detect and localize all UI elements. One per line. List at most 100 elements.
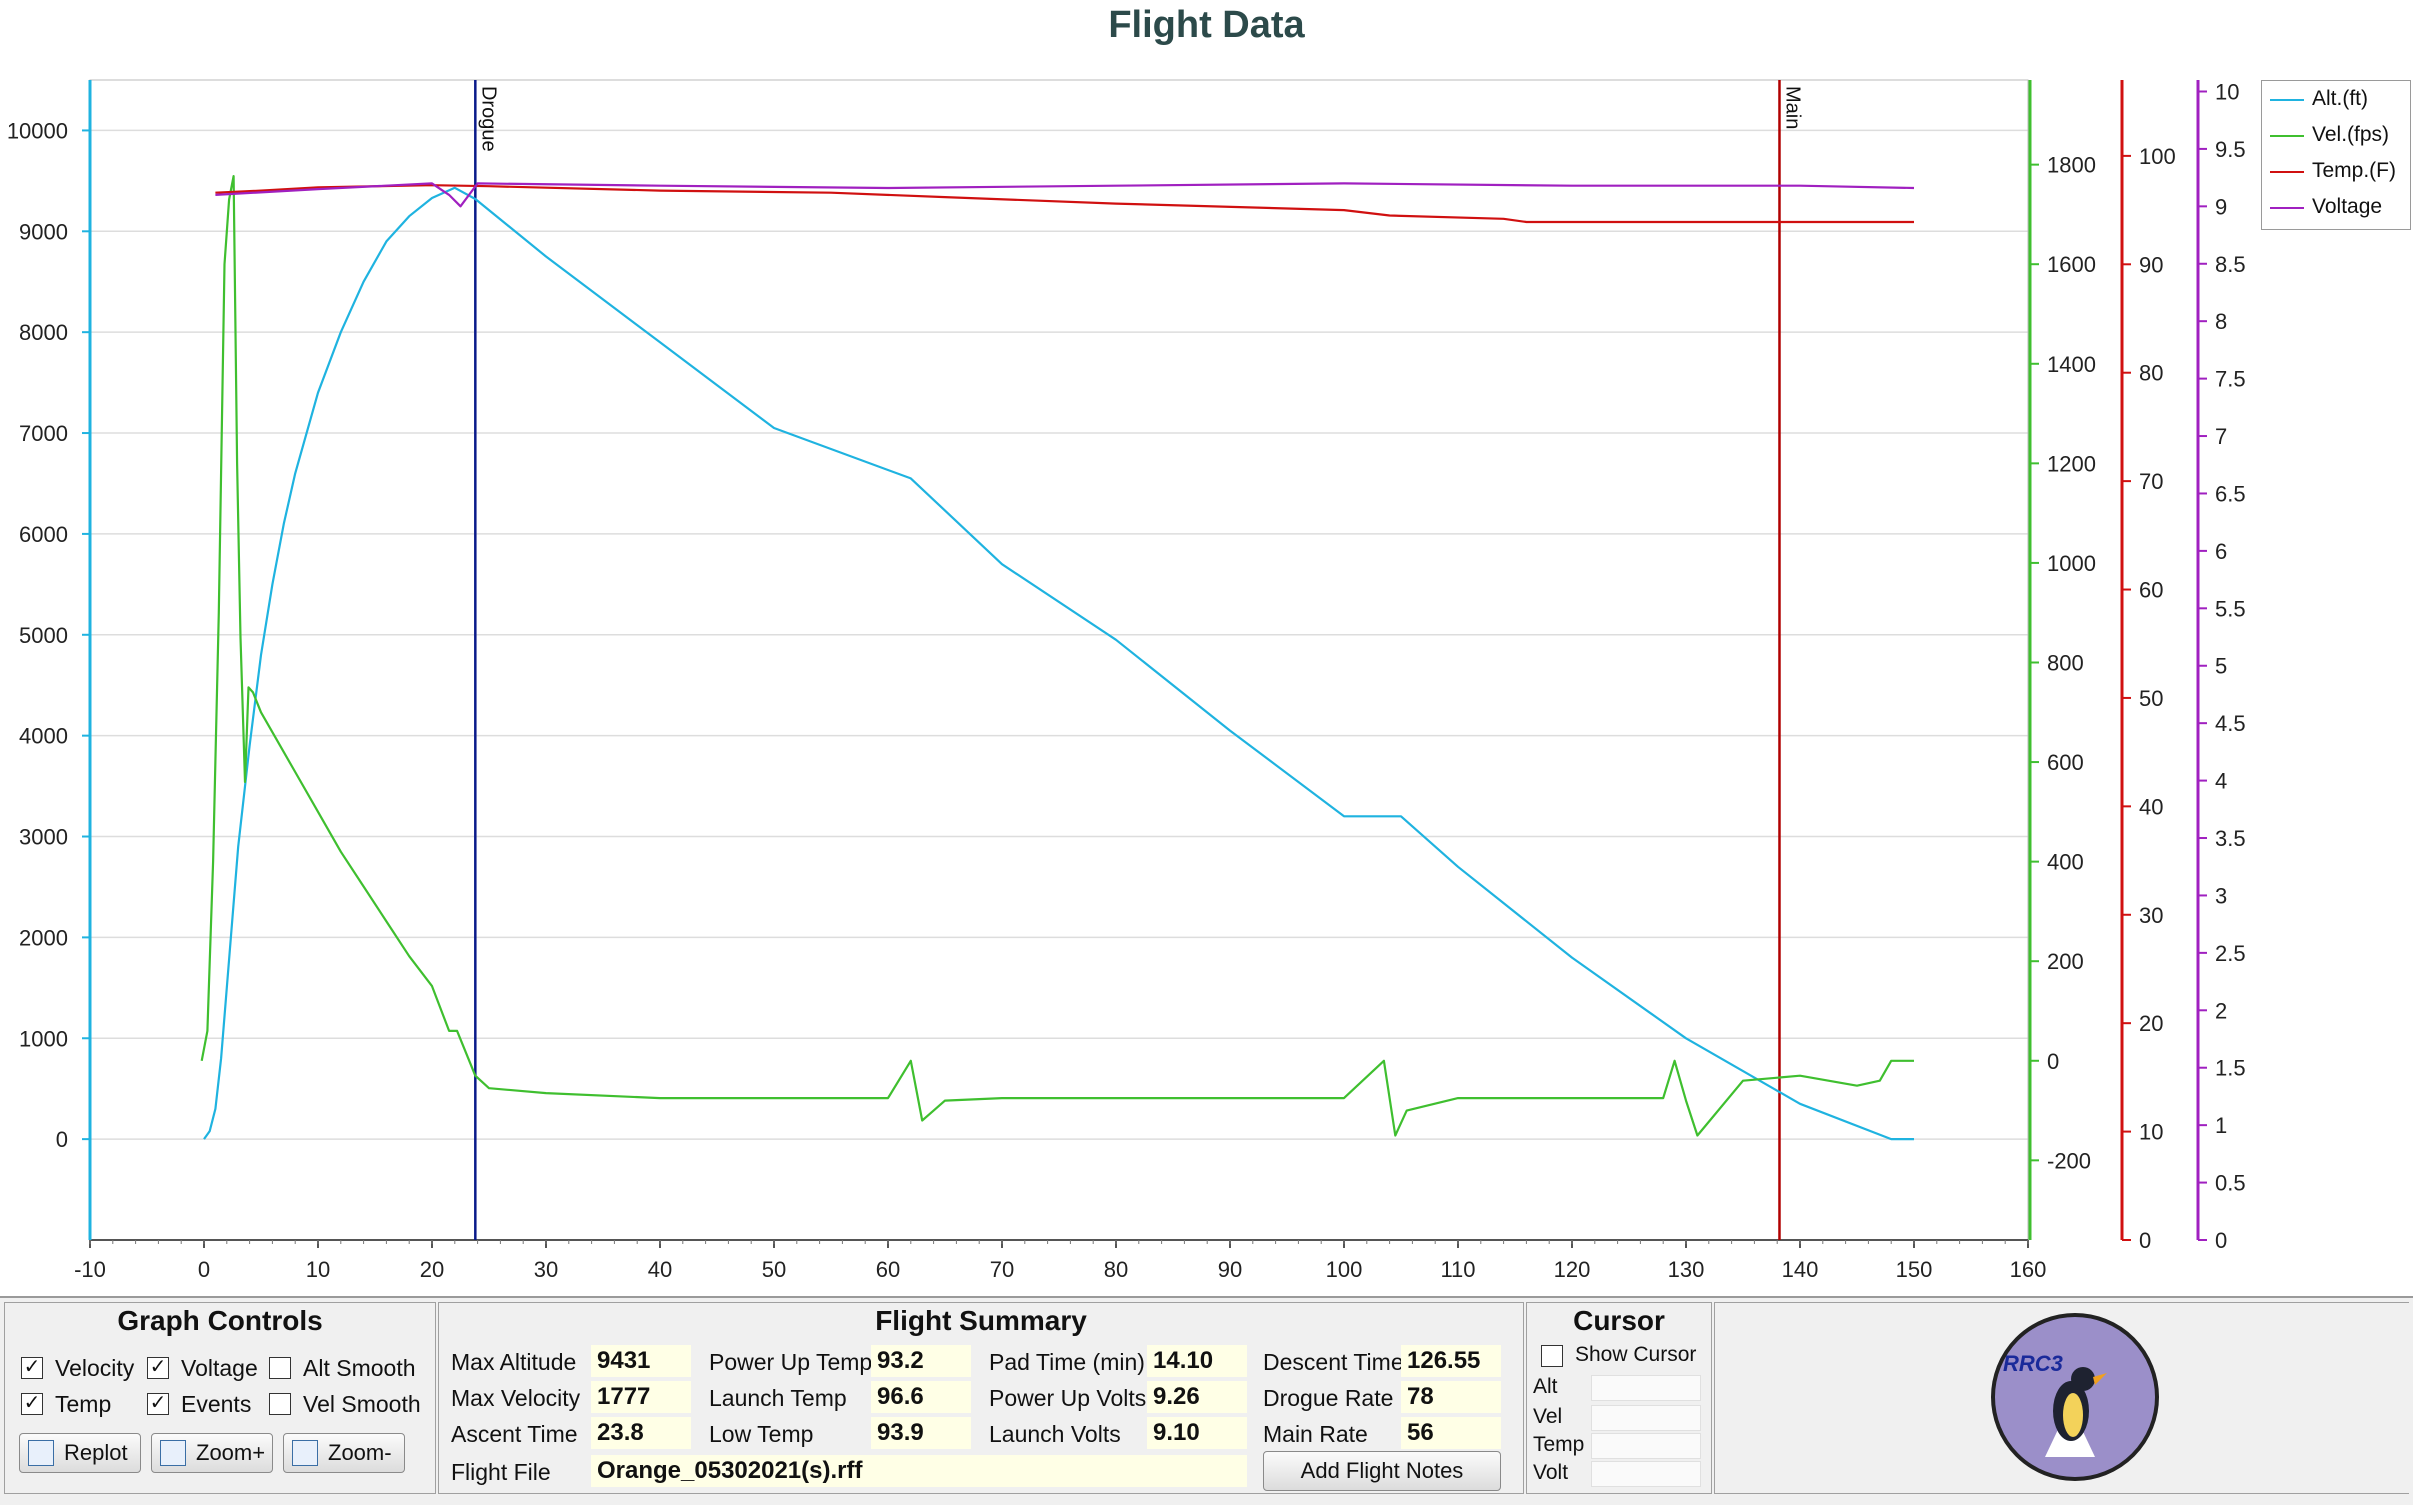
voltage-tick-label: 2 <box>2215 998 2227 1023</box>
events-checkbox-label: Events <box>181 1391 252 1417</box>
replot-label: Replot <box>64 1440 128 1465</box>
flight-data-chart[interactable]: -10 0 10 20 30 40 50 60 70 80 90 100 110 120 130 140 150… <box>0 0 2413 1296</box>
launch-temp-value: 96.6 <box>871 1381 971 1413</box>
x-tick-label: 130 <box>1668 1257 1705 1282</box>
temp-checkbox-label: Temp <box>55 1391 112 1417</box>
alt-smooth-checkbox-label: Alt Smooth <box>303 1355 416 1381</box>
altitude-tick-label: 4000 <box>19 724 68 749</box>
voltage-tick-label: 4 <box>2215 769 2227 794</box>
zoom-in-icon <box>160 1440 186 1466</box>
x-tick-label: 160 <box>2010 1257 2047 1282</box>
zoom-out-label: Zoom- <box>328 1440 392 1465</box>
max-altitude-value: 9431 <box>591 1345 691 1377</box>
temperature-tick-label: 10 <box>2139 1120 2163 1145</box>
show-cursor-label: Show Cursor <box>1575 1343 1697 1366</box>
velocity-checkbox[interactable]: ✓ <box>21 1357 43 1379</box>
voltage-tick-label: 6 <box>2215 539 2227 564</box>
x-tick-label: 30 <box>534 1257 558 1282</box>
power-up-temp-label: Power Up Temp <box>709 1349 873 1375</box>
x-tick-label: 150 <box>1896 1257 1933 1282</box>
temperature-tick-label: 90 <box>2139 252 2163 277</box>
x-tick-label: 40 <box>648 1257 672 1282</box>
max-velocity-label: Max Velocity <box>451 1385 581 1411</box>
voltage-checkbox-label: Voltage <box>181 1355 258 1381</box>
cursor-title: Cursor <box>1573 1305 1665 1336</box>
low-temp-value: 93.9 <box>871 1417 971 1449</box>
temperature-tick-label: 70 <box>2139 469 2163 494</box>
zoom-out-button[interactable]: Zoom- <box>283 1433 405 1473</box>
rrc3-logo: RRC3 <box>1991 1313 2159 1481</box>
power-up-temp-value: 93.2 <box>871 1345 971 1377</box>
voltage-checkbox[interactable]: ✓ <box>147 1357 169 1379</box>
x-tick-label: 0 <box>198 1257 210 1282</box>
legend-swatch <box>2270 135 2304 137</box>
x-tick-label: 120 <box>1554 1257 1591 1282</box>
replot-button[interactable]: Replot <box>19 1433 141 1473</box>
temperature-tick-label: 50 <box>2139 686 2163 711</box>
voltage-tick-label: 2.5 <box>2215 941 2246 966</box>
voltage-tick-label: 5.5 <box>2215 596 2246 621</box>
drogue-rate-value: 78 <box>1401 1381 1501 1413</box>
velocity-tick-label: 1800 <box>2047 153 2096 178</box>
plot-area <box>89 79 2029 1241</box>
legend-swatch <box>2270 171 2304 173</box>
voltage-tick-label: 5 <box>2215 654 2227 679</box>
series-line-alt-ft <box>203 186 1914 1141</box>
x-tick-label: 60 <box>876 1257 900 1282</box>
drogue-rate-label: Drogue Rate <box>1263 1385 1394 1411</box>
zoom-in-button[interactable]: Zoom+ <box>151 1433 273 1473</box>
x-tick-label: 110 <box>1440 1257 1475 1282</box>
ascent-time-label: Ascent Time <box>451 1421 578 1447</box>
series-line-vel-fps <box>200 175 1914 1137</box>
launch-volts-value: 9.10 <box>1147 1417 1247 1449</box>
temperature-tick-label: 100 <box>2139 144 2176 169</box>
event-label-main: Main <box>1781 86 1803 129</box>
power-up-volts-value: 9.26 <box>1147 1381 1247 1413</box>
voltage-tick-label: 3 <box>2215 883 2227 908</box>
legend-item: Voltage <box>2262 189 2410 225</box>
alt-smooth-checkbox[interactable] <box>269 1357 291 1379</box>
voltage-tick-label: 0 <box>2215 1228 2227 1253</box>
voltage-tick-label: 8 <box>2215 309 2227 334</box>
flight-summary-title: Flight Summary <box>875 1305 1087 1336</box>
temperature-tick-label: 80 <box>2139 361 2163 386</box>
cursor-vel-field <box>1591 1405 1701 1431</box>
altitude-tick-label: 9000 <box>19 219 68 244</box>
x-tick-label: 80 <box>1104 1257 1128 1282</box>
rrc3-logo-text: RRC3 <box>2003 1351 2063 1376</box>
legend-swatch <box>2270 207 2304 209</box>
velocity-tick-label: 1200 <box>2047 451 2096 476</box>
temperature-tick-label: 60 <box>2139 578 2163 603</box>
flight-file-value: Orange_05302021(s).rff <box>591 1455 1247 1487</box>
temp-checkbox[interactable]: ✓ <box>21 1393 43 1415</box>
velocity-check-mark: ✓ <box>23 1356 41 1378</box>
temperature-tick-label: 0 <box>2139 1228 2151 1253</box>
descent-time-value: 126.55 <box>1401 1345 1501 1377</box>
add-flight-notes-label: Add Flight Notes <box>1300 1458 1464 1483</box>
voltage-tick-label: 9.5 <box>2215 137 2246 162</box>
altitude-tick-label: 3000 <box>19 825 68 850</box>
power-up-volts-label: Power Up Volts <box>989 1385 1147 1411</box>
x-tick-label: 50 <box>762 1257 786 1282</box>
events-check-mark: ✓ <box>149 1392 167 1414</box>
velocity-tick-label: 1000 <box>2047 551 2096 576</box>
cursor-panel: Cursor Show Cursor Alt Vel Temp Volt <box>1526 1302 1712 1494</box>
vel-smooth-checkbox[interactable] <box>269 1393 291 1415</box>
legend-item: Alt.(ft) <box>2262 81 2410 117</box>
legend-item: Vel.(fps) <box>2262 117 2410 153</box>
events-checkbox[interactable]: ✓ <box>147 1393 169 1415</box>
x-tick-label: 140 <box>1782 1257 1819 1282</box>
voltage-tick-label: 10 <box>2215 79 2239 104</box>
temperature-tick-label: 40 <box>2139 794 2163 819</box>
cursor-vel-label: Vel <box>1533 1405 1563 1428</box>
voltage-tick-label: 1.5 <box>2215 1056 2246 1081</box>
x-tick-label: 90 <box>1218 1257 1242 1282</box>
max-velocity-value: 1777 <box>591 1381 691 1413</box>
add-flight-notes-button[interactable]: Add Flight Notes <box>1263 1451 1501 1491</box>
velocity-tick-label: 200 <box>2047 949 2084 974</box>
show-cursor-checkbox[interactable] <box>1541 1345 1563 1367</box>
voltage-tick-label: 8.5 <box>2215 252 2246 277</box>
voltage-tick-label: 7 <box>2215 424 2227 449</box>
pad-time-value: 14.10 <box>1147 1345 1247 1377</box>
zoom-out-icon <box>292 1440 318 1466</box>
